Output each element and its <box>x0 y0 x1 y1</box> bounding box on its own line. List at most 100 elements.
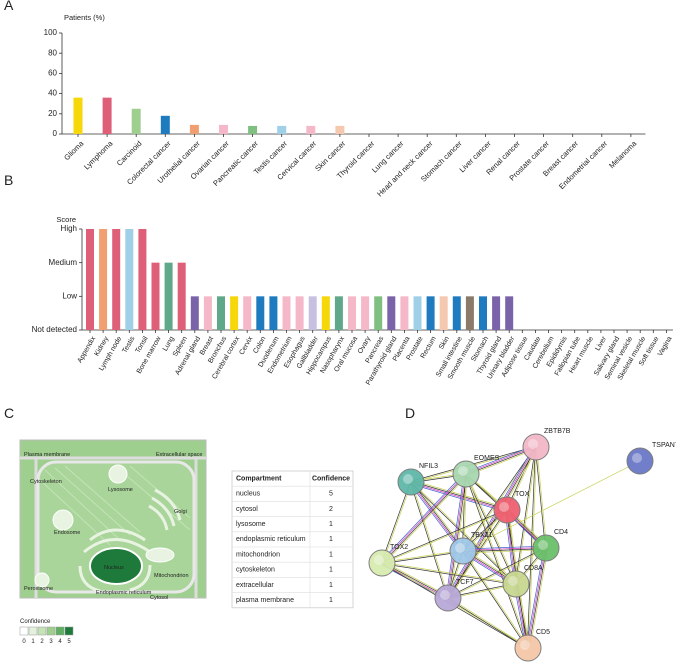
cell-label: Golgi <box>174 509 187 515</box>
network-edge <box>381 563 516 585</box>
node-label: TBX21 <box>471 532 493 539</box>
cell-label: Plasma membrane <box>24 452 70 458</box>
network-edge <box>447 446 536 598</box>
network-edge <box>463 548 547 552</box>
network-node <box>532 534 560 562</box>
cell-illustration <box>19 439 207 599</box>
network-edge <box>445 473 465 598</box>
bar <box>243 296 252 330</box>
cell-label: Mitochondrion <box>154 573 189 579</box>
bar <box>151 262 160 330</box>
network-edge <box>410 482 448 599</box>
network-edge <box>465 474 516 585</box>
y-tick-label: Low <box>62 291 77 300</box>
network-edge <box>447 509 507 598</box>
table-cell: 1 <box>329 521 333 528</box>
bar <box>277 125 287 134</box>
bar <box>189 124 199 134</box>
bar <box>203 296 212 330</box>
bar <box>112 229 121 330</box>
network-node <box>502 570 530 598</box>
network-edge <box>447 598 528 649</box>
node-label: EOMES <box>474 455 500 462</box>
panel-label: B <box>4 172 13 188</box>
y-tick-label: Not detected <box>32 325 77 334</box>
node-highlight <box>403 474 413 484</box>
network-edge <box>462 551 528 649</box>
legend-level: 4 <box>58 639 62 645</box>
x-tick-label: Lymphoma <box>82 138 115 171</box>
network-node <box>434 584 462 612</box>
cell-label: Lysosome <box>108 487 133 493</box>
table-border <box>231 470 354 609</box>
table-cell: 1 <box>329 551 333 558</box>
node-label: CD8A <box>524 565 543 572</box>
y-tick-label: 0 <box>53 129 58 138</box>
network-edge <box>462 460 641 552</box>
network-edge <box>448 597 529 648</box>
bar <box>282 296 291 330</box>
network-edge <box>463 550 529 648</box>
network-edge <box>535 447 546 549</box>
cell-label: Endoplasmic reticulum <box>96 590 152 596</box>
y-axis-title: Score <box>56 215 76 224</box>
node-label: NFIL3 <box>419 463 438 470</box>
panel-label: C <box>4 405 14 421</box>
bar <box>374 296 383 330</box>
network-node <box>626 447 654 475</box>
bar <box>361 296 370 330</box>
network-edge <box>381 481 411 563</box>
x-tick-label: Appendix <box>77 335 98 364</box>
y-tick-label: 100 <box>44 28 58 37</box>
cell-label: Extracellular space <box>156 452 202 458</box>
x-tick-label: Melanoma <box>607 138 639 170</box>
network-edge <box>382 562 517 584</box>
node-label: ZBTB7B <box>544 428 571 435</box>
bar <box>295 296 304 330</box>
table-cell: endoplasmic reticulum <box>236 536 306 543</box>
network-edge <box>410 482 507 511</box>
network-edge <box>409 482 462 553</box>
network-edge <box>411 481 508 510</box>
bar <box>400 296 409 330</box>
node-highlight <box>499 502 509 512</box>
network-node <box>368 549 396 577</box>
network-edge <box>382 510 508 564</box>
table-header: Confidence <box>312 475 350 482</box>
bar <box>308 296 317 330</box>
legend-swatch <box>37 626 47 636</box>
network-edge <box>381 473 466 563</box>
bar <box>413 296 422 330</box>
bar <box>164 262 173 330</box>
table-cell: nucleus <box>236 491 261 498</box>
table-cell: 1 <box>329 536 333 543</box>
bar <box>230 296 239 330</box>
bar <box>335 125 345 134</box>
y-axis-title: Patients (%) <box>64 13 105 22</box>
bar <box>131 108 141 134</box>
node-label: TSPAN7 <box>652 442 676 449</box>
bar <box>426 296 435 330</box>
network-edge <box>382 551 464 564</box>
table-cell: extracellular <box>236 582 274 589</box>
y-tick-label: High <box>61 224 77 233</box>
legend-level: 2 <box>40 639 44 645</box>
legend-swatch <box>46 626 56 636</box>
table-cell: 1 <box>329 597 333 604</box>
network-edge <box>411 481 517 584</box>
cell-label: Nucleus <box>104 565 124 571</box>
y-tick-label: Medium <box>49 258 78 267</box>
network-edge <box>462 545 546 550</box>
bar <box>219 124 228 134</box>
node-highlight <box>520 640 530 650</box>
bar <box>138 229 147 330</box>
table-cell: mitochondrion <box>236 551 280 558</box>
node-highlight <box>508 576 518 586</box>
network-edge <box>382 474 467 564</box>
x-tick-label: Carcinoid <box>115 139 144 168</box>
network-edge <box>516 447 537 585</box>
table-cell: cytoskeleton <box>236 567 275 574</box>
network-node <box>522 433 550 461</box>
network-edge <box>383 475 468 565</box>
